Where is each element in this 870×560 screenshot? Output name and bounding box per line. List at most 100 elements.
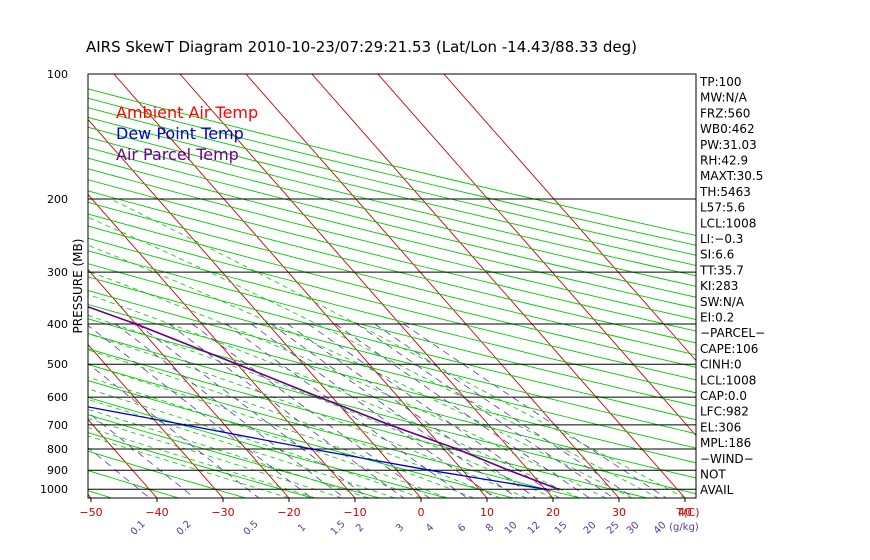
- mixing-ratio-label: 4: [424, 522, 436, 534]
- dry-adiabat-line: [88, 263, 696, 421]
- index-text: FRZ:560: [700, 106, 750, 120]
- bottom-temp-tick-label: −20: [277, 506, 300, 519]
- index-text: TT:35.7: [699, 263, 744, 277]
- index-text: MAXT:30.5: [700, 169, 763, 183]
- mixing-ratio-label: 40: [652, 520, 669, 537]
- plot-frame: [87, 73, 697, 499]
- profile-point: [388, 423, 391, 427]
- dry-adiabat-line: [88, 126, 696, 277]
- axes: 1002003004005006007008009001000PRESSURE …: [40, 68, 700, 538]
- index-text: TH:5463: [699, 185, 751, 199]
- profile-point: [317, 395, 321, 399]
- mixing-ratio-line: [88, 411, 195, 498]
- index-text: −WIND−: [700, 452, 754, 466]
- sounding-profiles: [88, 305, 560, 491]
- dry-adiabat-line: [88, 213, 696, 368]
- index-text: CAP:0.0: [700, 389, 747, 403]
- bottom-temp-tick-label: 20: [546, 506, 560, 519]
- pressure-tick-label: 900: [47, 464, 68, 477]
- isotherm-line: [0, 74, 25, 498]
- mixing-ratio-label: 30: [625, 520, 642, 537]
- index-text: SW:N/A: [700, 295, 745, 309]
- index-text: NOT: [700, 468, 726, 482]
- moist-adiabat-line: [88, 244, 633, 498]
- index-text: PW:31.03: [700, 138, 757, 152]
- legend-parcel: Air Parcel Temp: [116, 145, 239, 164]
- dry-adiabat-line: [88, 250, 696, 407]
- pressure-tick-label: 700: [47, 419, 68, 432]
- moist-adiabat-line: [88, 314, 554, 498]
- mixing-ratio-label: 6: [456, 522, 468, 534]
- moist-adiabat-line: [88, 363, 474, 498]
- legend-ambient: Ambient Air Temp: [116, 103, 258, 122]
- mixing-ratio-label: 15: [553, 520, 570, 537]
- moist-adiabat-lines: [88, 198, 686, 498]
- dry-adiabat-line: [88, 380, 514, 498]
- mixing-ratio-label: 1: [296, 522, 308, 534]
- dry-adiabat-line: [88, 396, 447, 498]
- dry-adiabat-line: [88, 190, 696, 344]
- bottom-temp-tick-label: −40: [145, 506, 168, 519]
- index-text: L57:5.6: [700, 201, 745, 215]
- dry-adiabat-line: [88, 157, 696, 309]
- mixing-ratio-line: [168, 323, 404, 498]
- mixing-ratio-line: [250, 323, 496, 498]
- moist-adiabat-line: [88, 270, 606, 498]
- moist-adiabat-line: [88, 349, 501, 498]
- moist-adiabat-line: [110, 198, 686, 498]
- mixing-ratio-line: [192, 323, 430, 498]
- isotherm-line: [88, 268, 290, 498]
- index-text: EL:306: [700, 420, 741, 434]
- dry-adiabat-line: [88, 179, 696, 332]
- mixing-ratio-line: [88, 447, 150, 498]
- bottom-axis-unit: T(C): [676, 506, 700, 519]
- mixing-ratio-line: [356, 323, 615, 498]
- dry-adiabat-line: [88, 303, 696, 464]
- index-text: LFC:982: [700, 405, 749, 419]
- pressure-tick-label: 500: [47, 358, 68, 371]
- pressure-tick-label: 600: [47, 391, 68, 404]
- isotherm-line: [88, 418, 158, 498]
- pressure-tick-label: 200: [47, 193, 68, 206]
- dewpoint-temp-line: [88, 406, 546, 490]
- mixing-ratio-line: [88, 324, 313, 498]
- index-text: LCL:1008: [700, 373, 756, 387]
- dry-adiabat-line: [88, 414, 380, 498]
- moist-adiabat-line: [88, 216, 659, 498]
- pressure-tick-label: 300: [47, 266, 68, 279]
- dry-adiabat-line: [88, 116, 696, 266]
- legend-dewpoint: Dew Point Temp: [116, 124, 244, 143]
- isotherm-line: [377, 74, 696, 437]
- moist-adiabat-line: [88, 376, 448, 498]
- mixing-ratio-line: [115, 323, 345, 498]
- moist-adiabat-line: [88, 388, 422, 498]
- isotherm-line: [443, 74, 696, 362]
- mixing-ratio-label: 10: [503, 520, 520, 537]
- dry-adiabat-line: [88, 363, 581, 498]
- isotherm-line: [88, 343, 224, 498]
- chart-title: AIRS SkewT Diagram 2010-10-23/07:29:21.5…: [86, 38, 637, 56]
- index-text: SI:6.6: [700, 248, 734, 262]
- bottom-temp-tick-label: 30: [612, 506, 626, 519]
- dry-adiabat-line: [88, 450, 246, 498]
- mixing-ratio-lines: [88, 323, 667, 498]
- dry-adiabat-line: [88, 168, 696, 321]
- dry-adiabat-line: [88, 276, 696, 435]
- bottom-temp-tick-label: −30: [211, 506, 234, 519]
- mixing-ratio-label: 8: [484, 522, 496, 534]
- mixing-ratio-unit: (g/kg): [669, 522, 699, 533]
- index-text: KI:283: [700, 279, 738, 293]
- mixing-ratio-label: 12: [526, 520, 543, 537]
- dry-adiabat-line: [88, 237, 696, 394]
- index-text: LI:−0.3: [700, 232, 743, 246]
- chart-legend: Ambient Air Temp Dew Point Temp Air Parcel…: [116, 103, 258, 164]
- index-text: TP:100: [699, 75, 742, 89]
- dry-adiabat-line: [88, 225, 696, 381]
- mixing-ratio-line: [335, 323, 590, 498]
- dry-adiabat-line: [88, 318, 696, 479]
- mixing-ratio-line: [270, 323, 518, 498]
- index-text: WB0:462: [700, 122, 755, 136]
- dry-adiabat-line: [88, 333, 696, 495]
